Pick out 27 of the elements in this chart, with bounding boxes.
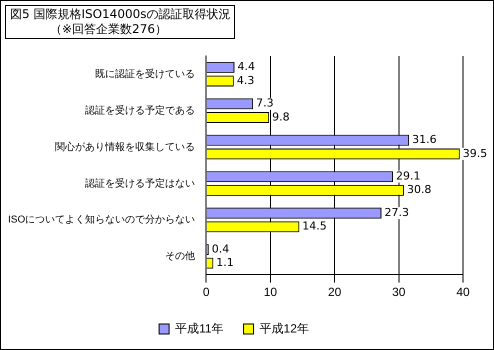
- data-label: 14.5: [302, 220, 327, 233]
- legend-label: 平成11年: [175, 321, 224, 336]
- data-label: 7.3: [256, 96, 274, 110]
- y-tick-label: ISOについてよく知らないので分からない: [8, 214, 196, 226]
- y-tick-label: 認証を受ける予定はない: [85, 177, 196, 190]
- x-tick-label: 10: [264, 285, 278, 300]
- y-tick-label: 既に認証を受けている: [95, 68, 196, 80]
- data-label: 39.5: [462, 146, 488, 160]
- y-tick-label: その他: [165, 250, 196, 262]
- legend-label: 平成12年: [260, 321, 309, 336]
- data-label: 9.8: [272, 110, 290, 124]
- data-label: 27.3: [384, 206, 409, 219]
- data-label: 30.8: [406, 183, 432, 196]
- x-tick-label: 40: [456, 285, 470, 300]
- x-tick-label: 0: [202, 285, 210, 300]
- data-label: 31.6: [412, 133, 437, 146]
- x-tick-label: 30: [392, 285, 406, 300]
- data-label: 1.1: [216, 256, 234, 270]
- data-label: 0.4: [212, 242, 230, 256]
- y-tick-label: 認証を受ける予定である: [85, 104, 196, 116]
- data-label: 4.4: [237, 60, 255, 74]
- y-tick-label: 関心があり情報を収集している: [55, 140, 196, 153]
- data-label: 4.3: [236, 74, 254, 87]
- x-tick-label: 20: [328, 285, 342, 300]
- chart-title: 図5 国際規格ISO14000sの認証取得状況: [10, 7, 230, 22]
- text: （※回答企業数276）: [49, 22, 168, 37]
- data-label: 29.1: [396, 170, 421, 183]
